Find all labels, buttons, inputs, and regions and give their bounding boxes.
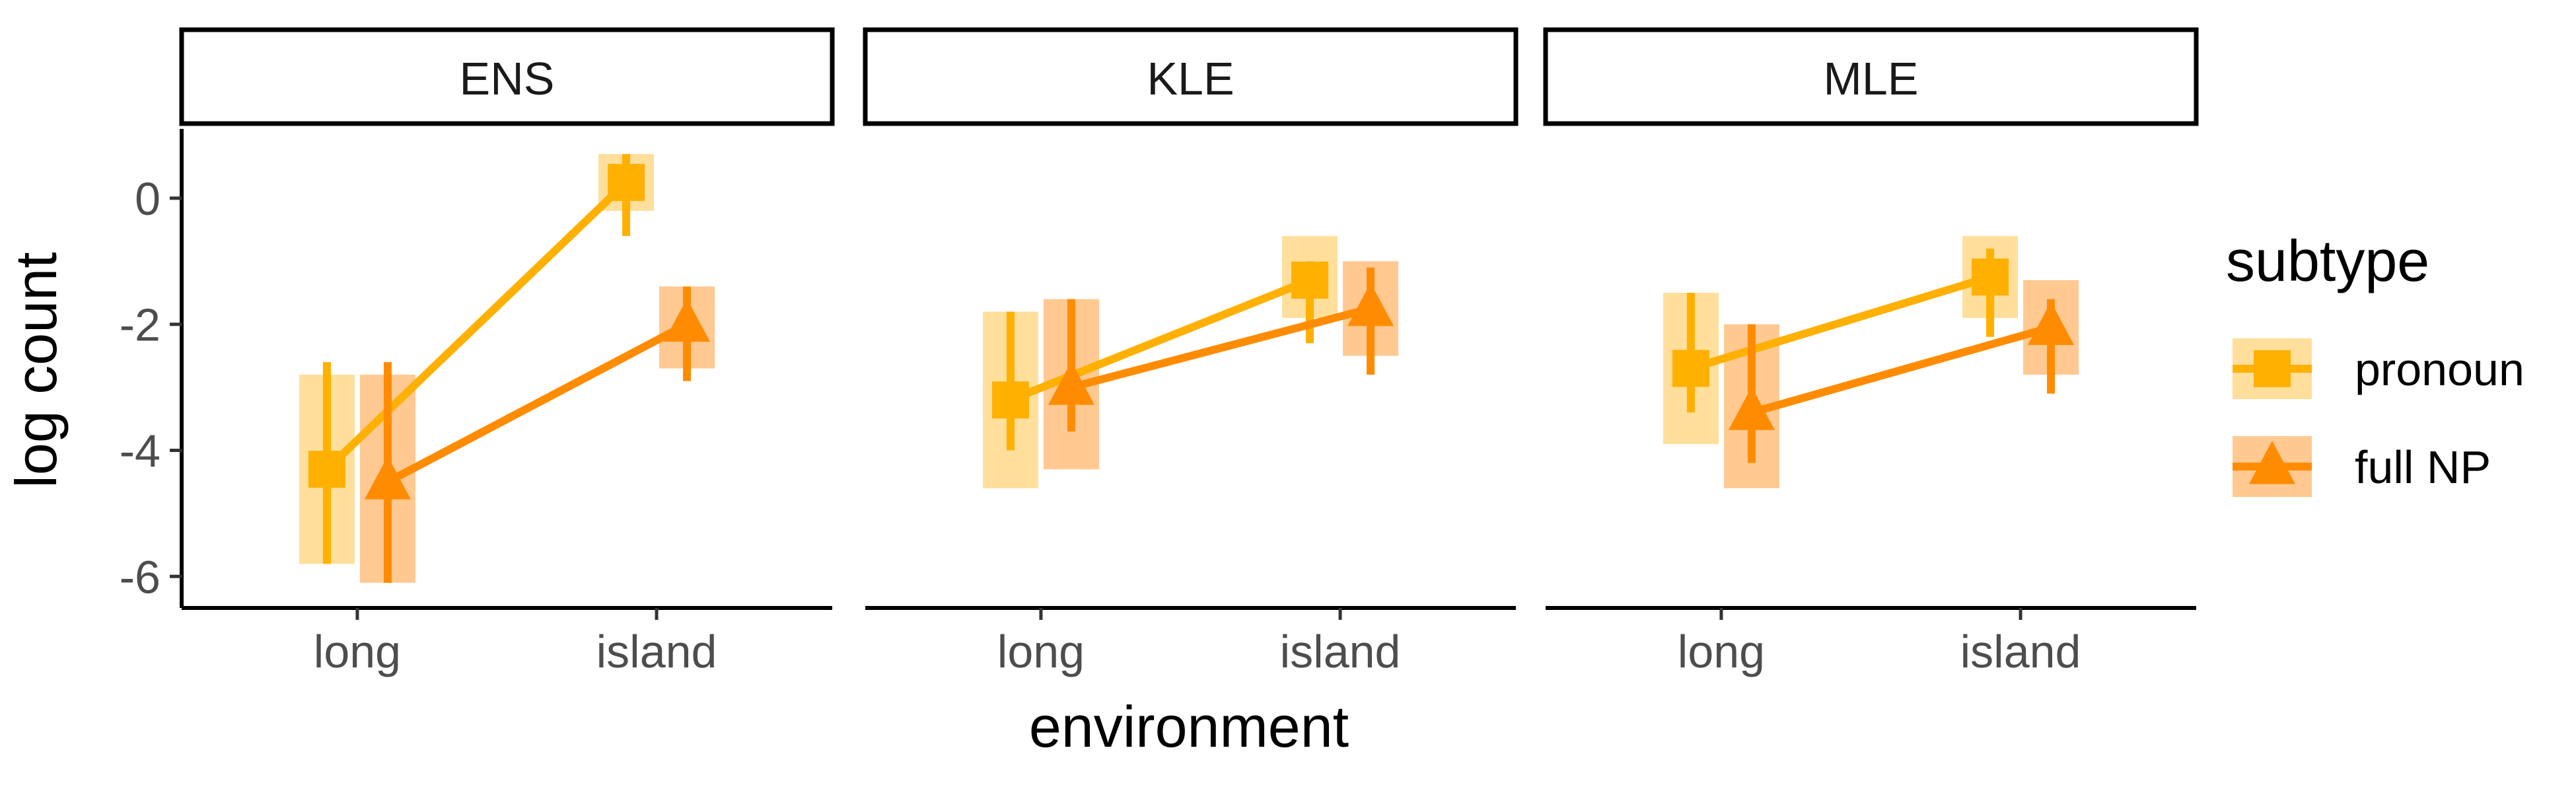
data-point xyxy=(664,298,711,342)
strip-box xyxy=(863,27,1519,126)
x-tick-label: long xyxy=(314,626,401,677)
legend: subtype pronoun full NP xyxy=(2226,228,2524,497)
strip-label: KLE xyxy=(1147,53,1234,104)
panel-kle: KLE long island xyxy=(863,27,1519,677)
y-tick-label: -2 xyxy=(120,299,161,351)
legend-square-icon xyxy=(2254,350,2291,387)
series-line xyxy=(1067,304,1375,392)
strip-box xyxy=(179,27,835,126)
x-tick-label: island xyxy=(596,626,717,677)
y-tick-label: -6 xyxy=(120,551,161,603)
legend-label: full NP xyxy=(2355,441,2491,493)
data-point xyxy=(608,164,645,202)
x-tick-label: long xyxy=(997,626,1085,677)
y-tick-label: 0 xyxy=(135,173,161,225)
data-point xyxy=(1672,350,1709,387)
panels: ENS 0 -2 -4 -6 long island KLE long island MLE long… xyxy=(120,27,2199,677)
data-point xyxy=(2028,301,2075,345)
data-point xyxy=(1048,361,1094,405)
strip-label: ENS xyxy=(460,53,555,104)
y-axis-title: log count xyxy=(3,252,69,488)
legend-triangle-icon xyxy=(2249,440,2295,484)
data-point xyxy=(364,456,411,500)
strip-box xyxy=(1543,27,2199,126)
x-tick-label: island xyxy=(1960,626,2081,677)
y-tick-label: -4 xyxy=(120,426,161,477)
panel-ens: ENS 0 -2 -4 -6 long island xyxy=(120,27,835,677)
data-point xyxy=(991,381,1029,419)
data-point xyxy=(1347,282,1394,326)
data-point xyxy=(1291,261,1329,299)
series-line xyxy=(383,320,692,486)
x-tick-label: long xyxy=(1678,626,1765,677)
strip-label: MLE xyxy=(1824,53,1919,104)
x-axis-title: environment xyxy=(1029,694,1349,759)
legend-title: subtype xyxy=(2226,228,2429,293)
legend-label: pronoun xyxy=(2355,344,2524,395)
legend-item-full-np: full NP xyxy=(2233,436,2491,497)
series-line xyxy=(1686,273,1995,373)
data-point xyxy=(308,451,345,488)
series-line xyxy=(1006,276,1314,404)
series-line xyxy=(322,178,631,474)
data-point xyxy=(1728,387,1775,430)
series-line xyxy=(1747,323,2056,417)
legend-item-pronoun: pronoun xyxy=(2233,338,2524,399)
x-tick-label: island xyxy=(1280,626,1401,677)
data-point xyxy=(1972,258,2009,296)
panel-mle: MLE long island xyxy=(1543,27,2199,677)
